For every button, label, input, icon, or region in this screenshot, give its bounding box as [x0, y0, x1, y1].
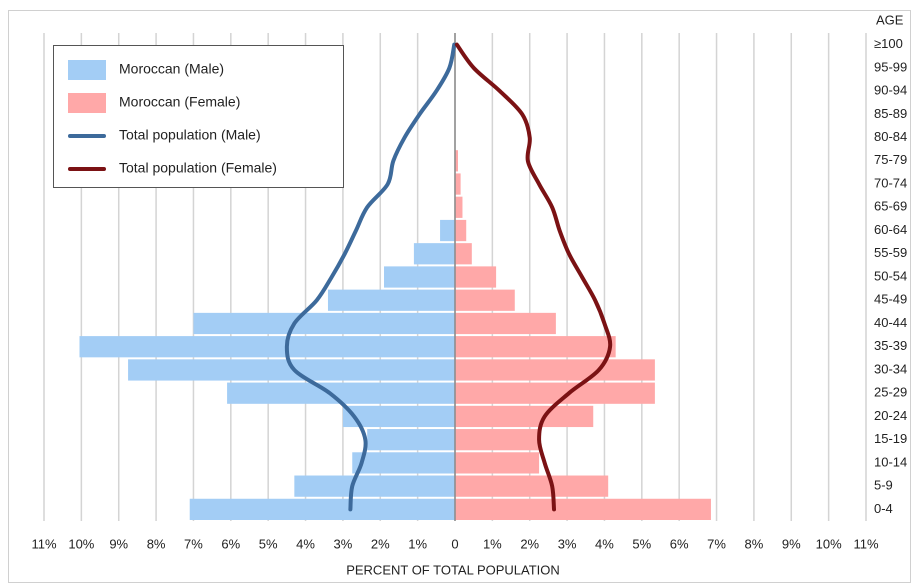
age-label: ≥100	[874, 36, 903, 51]
x-tick-label: 6%	[221, 536, 240, 551]
age-label: 10-14	[874, 454, 907, 469]
bar	[455, 289, 515, 311]
legend: Moroccan (Male) Moroccan (Female) Total po…	[53, 45, 344, 188]
x-tick-label: 9%	[109, 536, 128, 551]
legend-label: Total population (Female)	[119, 160, 277, 176]
bar	[352, 452, 455, 474]
x-tick-label: 2%	[520, 536, 539, 551]
age-axis-title: AGE	[876, 12, 904, 27]
age-label: 60-64	[874, 222, 907, 237]
legend-label: Total population (Male)	[119, 127, 261, 143]
legend-swatch	[68, 60, 106, 80]
age-label: 45-49	[874, 292, 907, 307]
age-label: 95-99	[874, 59, 907, 74]
bar	[455, 243, 472, 265]
bar	[455, 219, 467, 242]
bar	[342, 405, 455, 428]
total-line	[284, 42, 457, 512]
bar	[455, 359, 655, 381]
bar	[455, 312, 556, 335]
age-label: 80-84	[874, 129, 907, 144]
legend-label: Moroccan (Male)	[119, 61, 224, 77]
bar	[193, 312, 456, 335]
bar	[128, 359, 455, 381]
x-tick-label: 5%	[259, 536, 278, 551]
bar	[455, 196, 463, 218]
bar	[455, 173, 461, 195]
bar	[189, 498, 455, 520]
age-label: 0-4	[874, 501, 893, 516]
age-label: 50-54	[874, 268, 907, 283]
x-tick-label: 5%	[632, 536, 651, 551]
age-label: 15-19	[874, 431, 907, 446]
bar	[455, 382, 655, 404]
age-label: 25-29	[874, 385, 907, 400]
bar	[327, 289, 455, 311]
bar	[367, 429, 455, 451]
x-tick-label: 7%	[707, 536, 726, 551]
bar	[455, 475, 609, 497]
bar	[455, 150, 458, 172]
legend-label: Moroccan (Female)	[119, 94, 240, 110]
x-tick-label: 11%	[31, 536, 56, 551]
bar	[294, 475, 455, 497]
x-tick-label: 7%	[184, 536, 203, 551]
bar	[455, 336, 616, 358]
total-line	[454, 42, 613, 512]
legend-box	[53, 45, 344, 188]
x-tick-label: 2%	[371, 536, 390, 551]
age-label: 65-69	[874, 199, 907, 214]
age-label: 5-9	[874, 478, 893, 493]
x-tick-label: 8%	[745, 536, 764, 551]
x-tick-label: 4%	[595, 536, 614, 551]
bar	[455, 266, 497, 288]
x-tick-label: 1%	[408, 536, 427, 551]
x-tick-label: 3%	[334, 536, 353, 551]
age-label: 85-89	[874, 106, 907, 121]
bar	[79, 336, 455, 358]
bar	[455, 452, 540, 474]
bar	[413, 243, 455, 265]
bar	[227, 382, 455, 404]
x-tick-label: 11%	[853, 536, 878, 551]
x-tick-label: 1%	[483, 536, 502, 551]
age-label: 55-59	[874, 245, 907, 260]
bar	[455, 405, 594, 428]
age-label: 70-74	[874, 175, 907, 190]
age-label: 40-44	[874, 315, 907, 330]
age-label: 20-24	[874, 408, 907, 423]
x-tick-label: 9%	[782, 536, 801, 551]
bar	[440, 219, 455, 242]
x-axis-title: PERCENT OF TOTAL POPULATION	[346, 562, 560, 577]
age-label: 30-34	[874, 361, 907, 376]
x-tick-label: 8%	[147, 536, 166, 551]
bar	[384, 266, 455, 288]
age-label: 90-94	[874, 83, 907, 98]
x-tick-label: 10%	[68, 536, 94, 551]
age-label: 35-39	[874, 338, 907, 353]
x-tick-label: 4%	[296, 536, 315, 551]
x-tick-label: 3%	[558, 536, 577, 551]
bar	[455, 498, 711, 520]
age-label: 75-79	[874, 152, 907, 167]
legend-swatch	[68, 93, 106, 113]
x-tick-label: 6%	[670, 536, 689, 551]
x-tick-label: 10%	[816, 536, 842, 551]
x-tick-label: 0	[451, 536, 458, 551]
bar	[455, 429, 540, 451]
